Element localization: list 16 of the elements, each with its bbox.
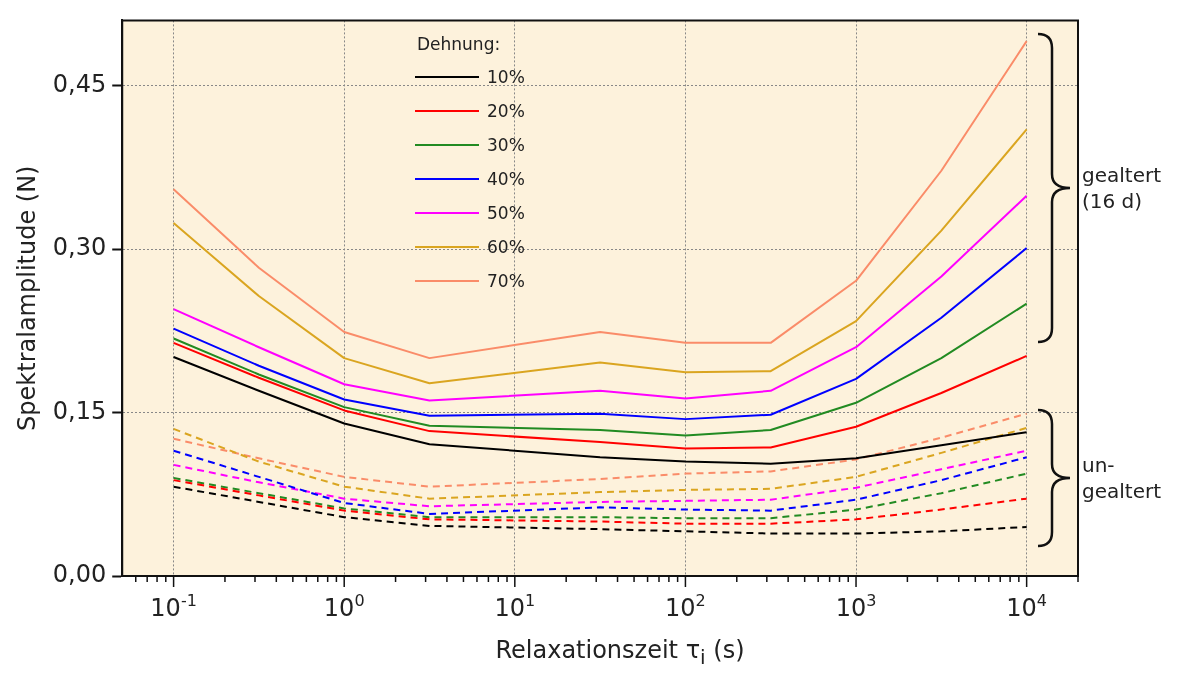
y-tick-label: 0,30 <box>52 233 107 262</box>
y-axis-title: Spektralamplitude (N) <box>12 165 41 431</box>
legend-label: 70% <box>487 271 525 291</box>
y-tick-label: 0,15 <box>52 396 107 425</box>
legend-label: 50% <box>487 203 525 223</box>
text: gealtert (16 d) <box>1082 162 1162 214</box>
legend-label: 10% <box>487 67 525 87</box>
legend-label: 60% <box>487 237 525 257</box>
text: un- gealtert <box>1082 452 1162 504</box>
legend-label: 40% <box>487 169 525 189</box>
y-tick-label: 0,00 <box>52 560 107 589</box>
legend-title: Dehnung: <box>417 34 502 54</box>
legend-label: 20% <box>487 101 525 121</box>
x-axis-title: Relaxationszeit τ$_{i}$ (s) <box>494 636 746 669</box>
y-tick-label: 0,45 <box>52 70 107 98</box>
legend-label: 30% <box>487 135 525 155</box>
